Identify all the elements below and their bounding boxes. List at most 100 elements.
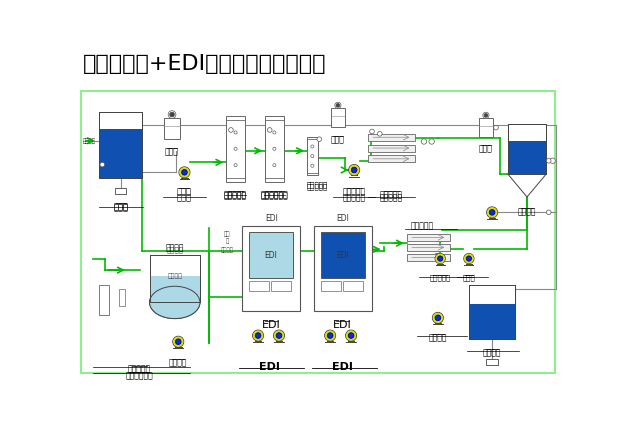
Text: 保安过滤器: 保安过滤器	[307, 183, 328, 190]
Circle shape	[179, 167, 190, 178]
Text: 增压泵: 增压泵	[463, 274, 476, 281]
Text: 中间水箱: 中间水箱	[518, 207, 536, 216]
Circle shape	[182, 170, 187, 175]
Bar	[99, 112, 142, 178]
Bar	[99, 112, 142, 178]
Text: 一级反渗透: 一级反渗透	[380, 190, 403, 199]
Bar	[99, 129, 142, 178]
Bar	[314, 226, 372, 311]
Text: 原水泵: 原水泵	[177, 187, 192, 196]
Bar	[407, 234, 450, 241]
Circle shape	[346, 330, 356, 341]
Text: EDI: EDI	[332, 362, 353, 372]
Bar	[242, 226, 300, 311]
Text: 紫外线杀菌器: 紫外线杀菌器	[126, 371, 153, 380]
Circle shape	[234, 131, 237, 134]
Text: 保安过滤器: 保安过滤器	[307, 181, 328, 188]
Text: EDI: EDI	[336, 214, 349, 223]
Text: EDI: EDI	[262, 320, 281, 330]
Circle shape	[494, 125, 498, 130]
Circle shape	[466, 256, 471, 261]
Bar	[508, 124, 546, 174]
Circle shape	[317, 137, 322, 141]
Bar	[368, 155, 415, 162]
Circle shape	[435, 254, 445, 264]
Circle shape	[327, 333, 333, 338]
Ellipse shape	[149, 286, 200, 319]
Circle shape	[546, 158, 551, 163]
Bar	[479, 119, 493, 137]
Circle shape	[370, 129, 374, 134]
Circle shape	[487, 207, 497, 218]
Text: 原水箱: 原水箱	[113, 203, 128, 212]
Text: 计量泵: 计量泵	[165, 148, 179, 157]
Bar	[271, 281, 291, 291]
Circle shape	[175, 339, 181, 344]
Text: 超纯水泵: 超纯水泵	[169, 359, 187, 368]
Bar	[508, 141, 546, 174]
Circle shape	[234, 147, 237, 150]
Circle shape	[276, 333, 282, 338]
Text: 清洗水箱: 清洗水箱	[483, 348, 502, 357]
Text: 一级高压泵: 一级高压泵	[343, 187, 366, 196]
Circle shape	[273, 147, 276, 150]
Bar	[469, 286, 515, 339]
Text: 计量泵: 计量泵	[331, 135, 345, 144]
Circle shape	[352, 167, 357, 173]
Circle shape	[170, 112, 174, 117]
Text: 排气
罐: 排气 罐	[224, 232, 230, 243]
Bar	[149, 255, 200, 303]
Circle shape	[438, 256, 443, 261]
Ellipse shape	[149, 286, 200, 319]
Circle shape	[229, 127, 233, 132]
Bar	[343, 281, 363, 291]
Bar	[249, 281, 268, 291]
Circle shape	[546, 210, 551, 215]
Bar	[249, 232, 293, 279]
Circle shape	[489, 210, 495, 215]
Circle shape	[311, 164, 314, 167]
Circle shape	[325, 330, 335, 341]
Text: 二级高压泵: 二级高压泵	[430, 274, 451, 281]
Bar	[368, 134, 415, 141]
Bar	[508, 124, 546, 174]
Circle shape	[348, 165, 360, 176]
Text: EDI: EDI	[265, 214, 278, 223]
Bar	[407, 254, 450, 261]
Text: EDI: EDI	[259, 362, 280, 372]
Circle shape	[483, 112, 489, 119]
Text: 一级高压泵: 一级高压泵	[343, 193, 366, 202]
Circle shape	[435, 315, 441, 321]
Circle shape	[273, 164, 276, 167]
Bar	[321, 281, 341, 291]
Text: 活性炭过滤器: 活性炭过滤器	[260, 192, 288, 200]
Bar	[307, 137, 317, 176]
Text: 原水泵: 原水泵	[177, 193, 192, 202]
Bar	[118, 289, 125, 306]
Circle shape	[100, 162, 105, 167]
Circle shape	[173, 336, 184, 347]
Bar	[407, 244, 450, 251]
Text: 二级反渗透: 二级反渗透	[410, 221, 434, 230]
Bar	[226, 116, 245, 181]
Text: EDI: EDI	[337, 251, 350, 260]
Bar	[81, 91, 555, 373]
Text: 软化树脂: 软化树脂	[221, 248, 234, 253]
Text: 原水箱: 原水箱	[113, 202, 128, 211]
Circle shape	[550, 158, 556, 163]
Bar	[99, 286, 108, 315]
Bar	[469, 304, 515, 339]
Bar	[149, 255, 200, 303]
Text: EDI: EDI	[333, 320, 352, 330]
Circle shape	[378, 132, 382, 136]
Text: 二级反渗透+EDI超纯水制取工艺流程: 二级反渗透+EDI超纯水制取工艺流程	[83, 54, 326, 75]
Circle shape	[311, 145, 314, 148]
Circle shape	[429, 139, 435, 144]
Text: 清洗水泵: 清洗水泵	[428, 333, 447, 342]
Text: 机械过滤器: 机械过滤器	[224, 192, 247, 200]
Bar	[164, 118, 180, 139]
Text: 机械过滤器: 机械过滤器	[224, 190, 247, 199]
Text: 计量泵: 计量泵	[479, 145, 493, 154]
Text: 超纯水箱: 超纯水箱	[167, 273, 182, 279]
Circle shape	[253, 330, 264, 341]
